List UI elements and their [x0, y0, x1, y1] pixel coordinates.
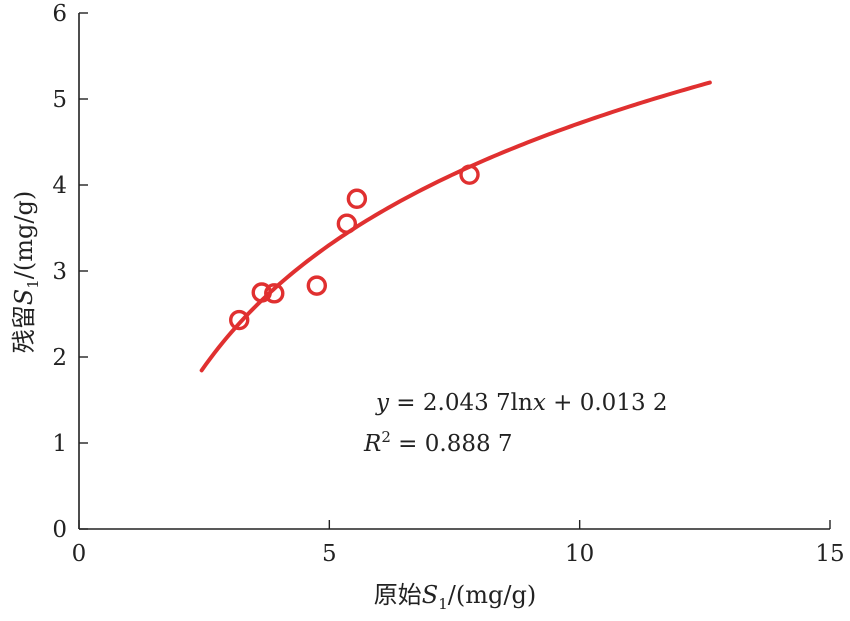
y-axis-label-prefix: 残留 [10, 305, 38, 353]
y-axis-label-sub: 1 [24, 279, 42, 289]
y-tick-label: 4 [52, 173, 67, 199]
data-point [346, 188, 368, 209]
data-point [229, 309, 250, 331]
regression-equation: y = 2.043 7lnx + 0.013 2 [375, 390, 668, 416]
y-axis-label: 残留S1/(mg/g) [10, 191, 42, 353]
data-point [336, 213, 358, 234]
r2-value: = 0.888 7 [391, 431, 513, 457]
data-points [229, 164, 480, 331]
y-tick-label: 5 [52, 87, 67, 113]
y-tick-label: 3 [52, 259, 67, 285]
x-axis-label-sub: 1 [438, 595, 448, 613]
fit-curve-layer [199, 80, 712, 373]
x-tick-label: 15 [815, 541, 844, 567]
y-tick-label: 0 [52, 517, 67, 543]
y-tick-label: 6 [52, 1, 67, 27]
x-axis-label-var: S [422, 581, 438, 609]
eq-x-var: x [533, 390, 546, 416]
x-axis-label-prefix: 原始 [374, 581, 422, 609]
y-axis-label-unit: /(mg/g) [10, 191, 38, 279]
eq-y-var: y [375, 390, 390, 416]
x-tick-label: 10 [565, 541, 594, 567]
x-tick-label: 5 [322, 541, 337, 567]
eq-mid: = 2.043 7ln [389, 390, 533, 416]
r2-superscript: 2 [381, 428, 391, 446]
data-point [251, 282, 272, 303]
x-tick-label: 0 [72, 541, 87, 567]
r2-letter: R [363, 431, 381, 457]
fit-curve [199, 80, 712, 373]
y-tick-label: 1 [52, 431, 67, 457]
x-axis-label-unit: /(mg/g) [448, 581, 536, 609]
x-axis-label: 原始S1/(mg/g) [374, 581, 536, 613]
data-point [306, 275, 328, 296]
eq-tail: + 0.013 2 [546, 390, 668, 416]
y-tick-label: 2 [52, 345, 67, 371]
r-squared: R2 = 0.888 7 [363, 428, 513, 457]
data-point [459, 164, 480, 185]
ticks: 0 5 10 15 0 1 2 3 4 5 6 [52, 1, 844, 567]
y-axis-label-var: S [10, 289, 38, 305]
data-point [264, 283, 285, 304]
